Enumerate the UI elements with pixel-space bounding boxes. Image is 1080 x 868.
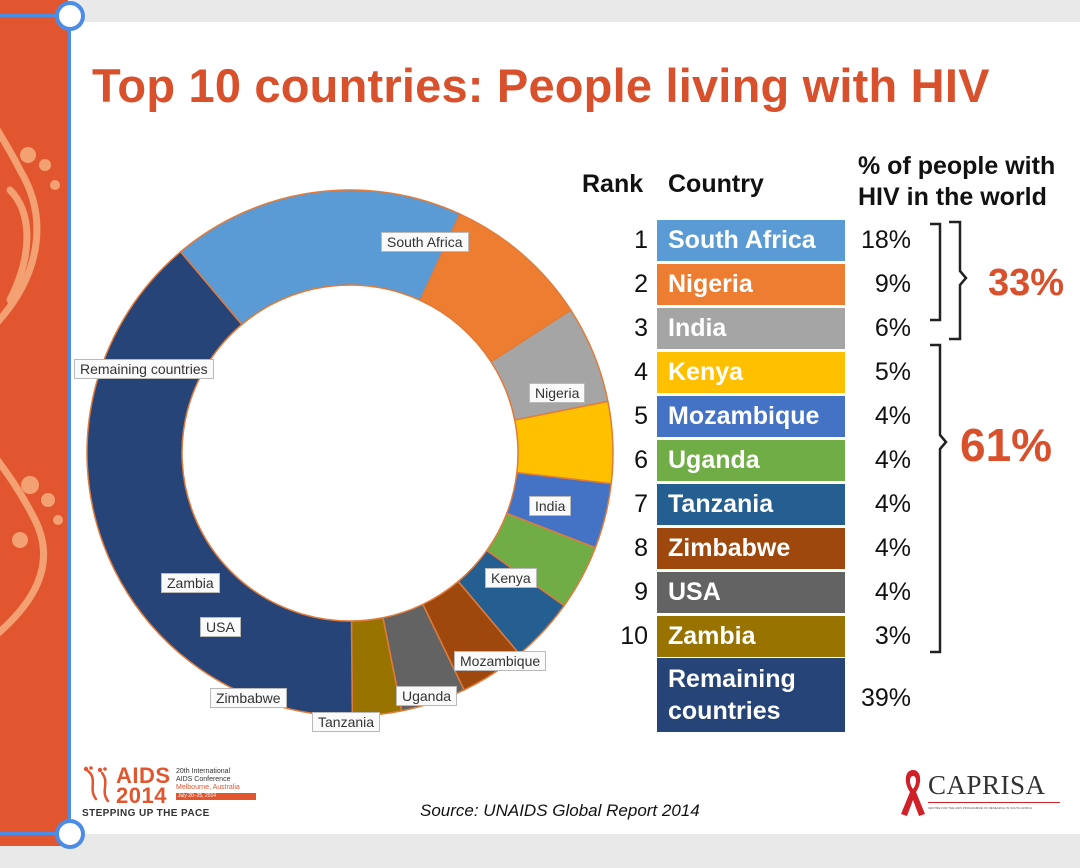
row-rank: 6 (634, 446, 648, 474)
aids-conference-text: 20th International AIDS Conference Melbo… (176, 768, 256, 800)
row-percent: 9% (874, 270, 911, 298)
row-percent: 5% (874, 358, 911, 386)
row-country: South Africa (657, 220, 845, 261)
chart-label-zimbabwe: Zimbabwe (210, 688, 287, 708)
row-percent: 4% (874, 578, 911, 606)
row-country: Uganda (657, 440, 845, 481)
row-country: Remaining countries (657, 658, 845, 732)
header-country: Country (668, 170, 764, 198)
donut-segment-remaining-countries (86, 250, 354, 717)
top10-total: 61% (960, 419, 1053, 471)
aids-conf-dates: July 20–25, 2014 (176, 793, 256, 800)
aids-conf-line2: AIDS Conference (176, 776, 231, 783)
chart-label-south-africa: South Africa (381, 232, 469, 252)
row-percent: 4% (874, 534, 911, 562)
chart-label-remaining: Remaining countries (74, 359, 214, 379)
caprisa-subtitle: CENTRE FOR THE AIDS PROGRAMME OF RESEARC… (928, 806, 1033, 810)
resize-handle-top[interactable] (55, 1, 85, 31)
chart-label-usa: USA (200, 617, 241, 637)
selection-frame-bottom (0, 832, 70, 835)
left-decorative-band (0, 0, 68, 846)
aids-tagline: STEPPING UP THE PACE (82, 808, 210, 819)
chart-label-nigeria: Nigeria (529, 383, 586, 403)
selection-frame-edge[interactable] (68, 15, 71, 833)
row-rank: 3 (634, 314, 648, 342)
row-rank: 5 (634, 402, 648, 430)
caprisa-logo: CAPRISA CENTRE FOR THE AIDS PROGRAMME OF… (898, 766, 1068, 826)
header-percent: % of people with HIV in the world (858, 152, 1056, 211)
row-country: Zambia (657, 616, 845, 657)
row-rank: 4 (634, 358, 648, 386)
caprisa-name: CAPRISA (928, 770, 1046, 800)
top3-total: 33% (988, 262, 1065, 304)
row-percent: 4% (874, 490, 911, 518)
source-note: Source: UNAIDS Global Report 2014 (420, 801, 700, 820)
row-country: USA (657, 572, 845, 613)
resize-handle-bottom[interactable] (55, 819, 85, 849)
row-percent: 4% (874, 402, 911, 430)
chart-label-tanzania: Tanzania (312, 712, 381, 732)
red-ribbon-icon (901, 770, 925, 816)
chart-label-kenya: Kenya (485, 568, 537, 588)
aids-logo-title: AIDS (116, 763, 171, 788)
caprisa-rule (928, 802, 1060, 803)
row-percent: 3% (874, 622, 911, 650)
row-rank: 10 (620, 622, 648, 650)
row-percent: 4% (874, 446, 911, 474)
aids-2014-logo: AIDS 2014 20th International AIDS Confer… (80, 763, 256, 825)
row-rank: 2 (634, 270, 648, 298)
chart-label-india: India (529, 496, 572, 516)
aids-logo-year: 2014 (116, 783, 167, 808)
row-rank: 7 (634, 490, 648, 518)
row-percent: 39% (860, 684, 911, 712)
row-country: Nigeria (657, 264, 845, 305)
row-country: Zimbabwe (657, 528, 845, 569)
selection-frame-top (0, 14, 70, 17)
row-country: India (657, 308, 845, 349)
row-country: Mozambique (657, 396, 845, 437)
aids-conf-line3: Melbourne, Australia (176, 784, 240, 791)
chart-label-uganda: Uganda (396, 686, 458, 706)
donut-segment-south-africa (179, 189, 461, 326)
slide-title: Top 10 countries: People living with HIV (92, 59, 990, 112)
aids-footprint-icon (83, 766, 110, 803)
chart-label-zambia: Zambia (161, 573, 220, 593)
row-country: Kenya (657, 352, 845, 393)
row-rank: 8 (634, 534, 648, 562)
aids-conf-line1: 20th International (176, 768, 231, 775)
footprint-decoration-icon (0, 127, 63, 637)
row-percent: 6% (874, 314, 911, 342)
bracket-lines (930, 220, 968, 654)
row-percent: 18% (860, 226, 911, 254)
row-rank: 9 (634, 578, 648, 606)
chart-label-mozambique: Mozambique (454, 651, 547, 671)
row-rank: 1 (634, 226, 648, 254)
header-rank: Rank (582, 170, 644, 198)
row-country: Tanzania (657, 484, 845, 525)
